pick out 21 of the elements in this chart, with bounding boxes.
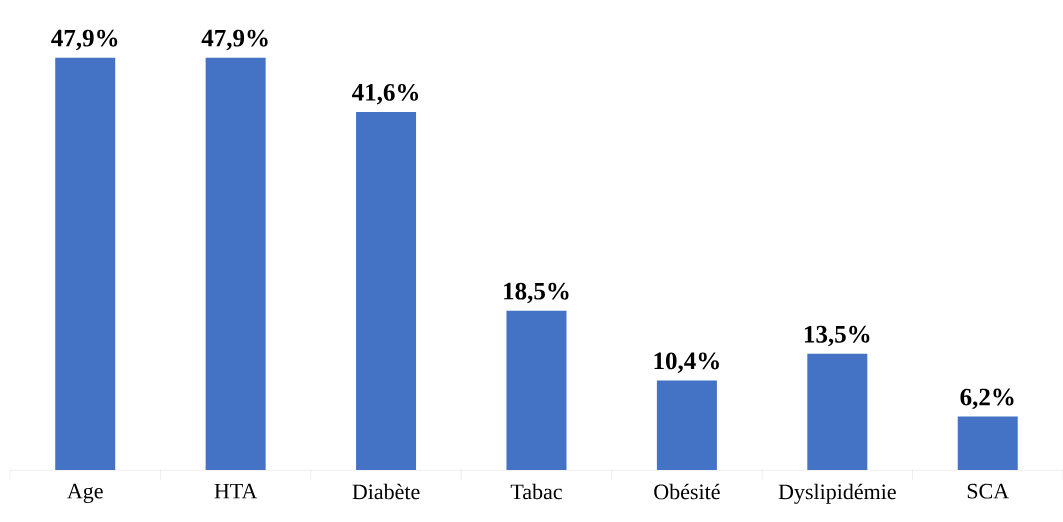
data-label: 47,9% <box>201 29 268 51</box>
data-label: 6,2% <box>960 388 1014 410</box>
bar <box>356 111 417 470</box>
x-tick-label: Diabète <box>352 483 420 500</box>
data-label: 18,5% <box>504 282 569 304</box>
bar <box>957 416 1018 470</box>
data-label: 13,5% <box>804 325 870 347</box>
bar <box>205 57 266 470</box>
bar <box>807 353 868 470</box>
data-label: 10,4% <box>654 352 719 373</box>
x-tick-label: Obésité <box>654 483 720 500</box>
x-tick-label: Dyslipidémie <box>778 483 896 504</box>
x-tick-label: HTA <box>214 483 258 499</box>
x-tick-label: SCA <box>967 483 1009 499</box>
bar <box>55 57 116 470</box>
bar <box>656 380 717 470</box>
x-tick-label: Tabac <box>510 483 562 500</box>
data-label: 41,6% <box>352 83 419 105</box>
x-tick-label: Age <box>67 483 103 504</box>
data-label: 47,9% <box>51 29 118 51</box>
bar <box>506 310 567 470</box>
